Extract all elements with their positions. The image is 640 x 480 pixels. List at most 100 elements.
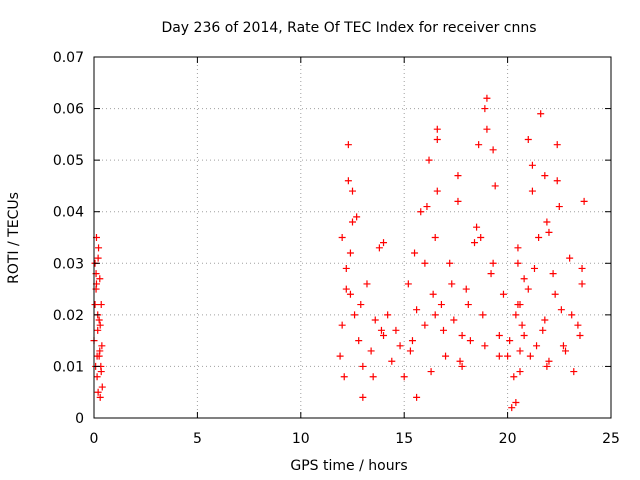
y-tick-label: 0.05	[53, 153, 84, 169]
data-point	[448, 280, 456, 288]
data-point	[94, 388, 102, 396]
data-point	[388, 357, 396, 365]
data-point	[433, 187, 441, 195]
data-point	[413, 393, 421, 401]
data-point	[499, 290, 507, 298]
data-point	[413, 306, 421, 314]
data-point	[380, 331, 388, 339]
data-point	[344, 177, 352, 185]
y-tick-label: 0.02	[53, 308, 84, 324]
data-point	[97, 368, 105, 376]
data-point	[338, 321, 346, 329]
data-point	[363, 280, 371, 288]
data-point	[94, 326, 102, 334]
data-point	[344, 141, 352, 149]
x-tick-label: 20	[499, 431, 517, 447]
data-point	[557, 306, 565, 314]
data-point	[423, 203, 431, 211]
data-point	[528, 161, 536, 169]
data-point	[338, 234, 346, 241]
data-point	[411, 249, 419, 257]
data-point	[466, 337, 474, 345]
grid-lines	[94, 57, 611, 418]
data-point	[351, 311, 359, 319]
data-point	[406, 347, 414, 355]
data-point	[566, 254, 574, 262]
data-point	[518, 321, 526, 329]
data-point	[520, 331, 528, 339]
data-point	[487, 270, 495, 278]
data-point	[533, 342, 541, 350]
data-point	[528, 187, 536, 195]
data-point	[431, 311, 439, 319]
data-point	[433, 136, 441, 144]
y-tick-label: 0.07	[53, 50, 84, 66]
data-point	[396, 342, 404, 350]
data-point	[477, 234, 485, 241]
data-point	[543, 362, 551, 370]
y-tick-label: 0	[75, 411, 84, 427]
data-point	[380, 239, 388, 247]
data-point	[562, 347, 570, 355]
data-point	[578, 280, 586, 288]
data-point	[450, 316, 458, 324]
data-point	[495, 331, 503, 339]
data-point	[524, 136, 532, 144]
data-point	[489, 259, 497, 267]
data-point	[357, 301, 365, 309]
data-point	[431, 234, 439, 241]
data-point	[425, 156, 433, 164]
data-point	[545, 228, 553, 236]
data-point	[574, 321, 582, 329]
data-point	[404, 280, 412, 288]
data-point	[520, 275, 528, 283]
data-point	[537, 110, 545, 118]
data-point	[481, 105, 489, 113]
plot-frame	[93, 56, 612, 419]
data-point	[346, 290, 354, 298]
data-point	[471, 239, 479, 247]
data-point	[526, 352, 534, 360]
data-point	[464, 301, 472, 309]
data-point	[94, 254, 102, 262]
data-point	[491, 182, 499, 190]
data-point	[427, 368, 435, 376]
data-point	[516, 368, 524, 376]
data-point	[98, 383, 106, 391]
data-point	[570, 368, 578, 376]
data-point	[549, 270, 557, 278]
data-point	[353, 213, 361, 221]
data-point	[504, 352, 512, 360]
data-point	[516, 301, 524, 309]
data-point	[442, 352, 450, 360]
data-point	[483, 125, 491, 133]
data-point	[483, 94, 491, 102]
data-point	[342, 285, 350, 293]
data-point	[439, 326, 447, 334]
data-point	[392, 326, 400, 334]
data-point	[421, 321, 429, 329]
x-axis-label: GPS time / hours	[290, 458, 407, 474]
y-tick-label: 0.04	[53, 205, 84, 221]
x-tick-label: 10	[292, 431, 310, 447]
data-point	[93, 352, 101, 360]
data-point	[530, 264, 538, 272]
data-point	[340, 373, 348, 381]
data-point	[371, 316, 379, 324]
data-point	[473, 223, 481, 231]
data-point	[98, 342, 106, 350]
data-point	[578, 264, 586, 272]
data-point	[479, 311, 487, 319]
data-point	[91, 301, 99, 309]
data-point	[462, 285, 470, 293]
data-point	[454, 197, 462, 205]
data-point	[545, 357, 553, 365]
data-point	[510, 373, 518, 381]
data-point	[96, 275, 104, 283]
data-point	[408, 337, 416, 345]
data-point	[514, 244, 522, 252]
data-point	[512, 399, 520, 407]
data-point	[475, 141, 483, 149]
data-point	[555, 203, 563, 211]
data-point	[346, 249, 354, 257]
